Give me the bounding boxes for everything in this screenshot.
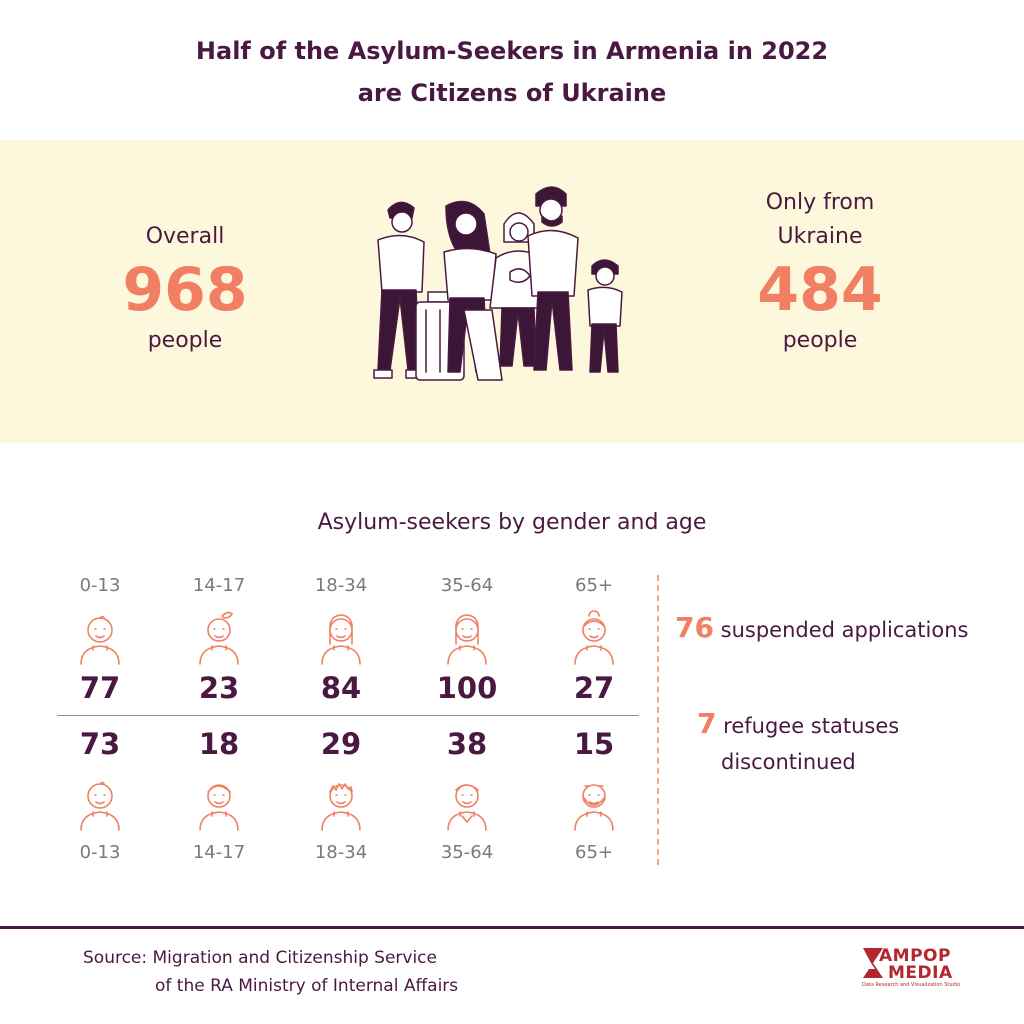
gender-divider (57, 715, 639, 716)
male-age-label: 18-34 (314, 842, 368, 863)
male-count: 18 (198, 727, 240, 761)
section-divider (657, 575, 659, 865)
man-icon (447, 784, 487, 831)
overall-stat: Overall 968 people (55, 220, 315, 356)
male-age-label: 0-13 (79, 842, 121, 863)
refugee-label-line-1: refugee statuses (723, 714, 900, 738)
female-count: 27 (573, 671, 615, 705)
male-count: 29 (320, 727, 362, 761)
page-title: Half of the Asylum-Seekers in Armenia in… (0, 30, 1024, 114)
young-woman-icon (321, 614, 361, 665)
source-line-2: of the RA Ministry of Internal Affairs (155, 976, 459, 996)
logo-line-2: MEDIA (888, 963, 953, 983)
refugee-label-line-2: discontinued (721, 750, 856, 774)
suspended-applications: 76 suspended applications (675, 610, 968, 648)
overall-value: 968 (122, 255, 248, 325)
male-count: 15 (573, 727, 615, 761)
woman-icon (447, 614, 487, 665)
female-count: 77 (79, 671, 121, 705)
girl-icon (199, 611, 239, 665)
ukraine-unit: people (782, 328, 858, 353)
male-age-label: 14-17 (192, 842, 246, 863)
male-age-label: 35-64 (440, 842, 494, 863)
suspended-label: suspended applications (720, 618, 969, 642)
baby-boy-icon (80, 781, 120, 831)
family-illustration-icon (373, 186, 623, 381)
young-man-icon (321, 783, 361, 831)
overall-unit: people (147, 328, 223, 353)
logo-tagline: Data Research and Visualization Studio (862, 982, 961, 988)
ukraine-label-line-1: Only from (765, 190, 875, 215)
title-line-1: Half of the Asylum-Seekers in Armenia in… (195, 37, 829, 65)
elderly-man-icon (574, 784, 614, 831)
refugee-value: 7 (697, 707, 717, 740)
footer-divider (0, 926, 1024, 929)
ampop-media-logo: AMPOP MEDIA Data Research and Visualizat… (862, 946, 962, 992)
suspended-value: 76 (675, 611, 714, 644)
ukraine-label-line-2: Ukraine (777, 224, 863, 249)
female-age-label: 14-17 (192, 575, 246, 596)
male-count: 73 (79, 727, 121, 761)
chart-title: Asylum-seekers by gender and age (317, 510, 707, 535)
ukraine-value: 484 (757, 255, 883, 325)
title-line-2: are Citizens of Ukraine (357, 79, 667, 107)
female-count: 84 (320, 671, 362, 705)
source-line-1: Source: Migration and Citizenship Servic… (83, 948, 437, 968)
male-age-label: 65+ (575, 842, 613, 863)
boy-icon (199, 784, 239, 831)
female-count: 100 (436, 671, 498, 705)
female-age-label: 35-64 (440, 575, 494, 596)
male-count: 38 (446, 727, 488, 761)
logo-mark-icon (863, 948, 883, 978)
baby-girl-icon (80, 615, 120, 665)
refugee-statuses: 7 refugee statuses discontinued (697, 706, 899, 780)
female-age-label: 18-34 (314, 575, 368, 596)
female-count: 23 (198, 671, 240, 705)
female-age-label: 0-13 (79, 575, 121, 596)
ukraine-stat: Only from Ukraine 484 people (690, 186, 950, 356)
overall-label: Overall (145, 224, 225, 249)
logo-line-1: AMPOP (879, 946, 951, 966)
source-note: Source: Migration and Citizenship Servic… (83, 944, 458, 1000)
female-age-label: 65+ (575, 575, 613, 596)
elderly-woman-icon (574, 610, 614, 665)
